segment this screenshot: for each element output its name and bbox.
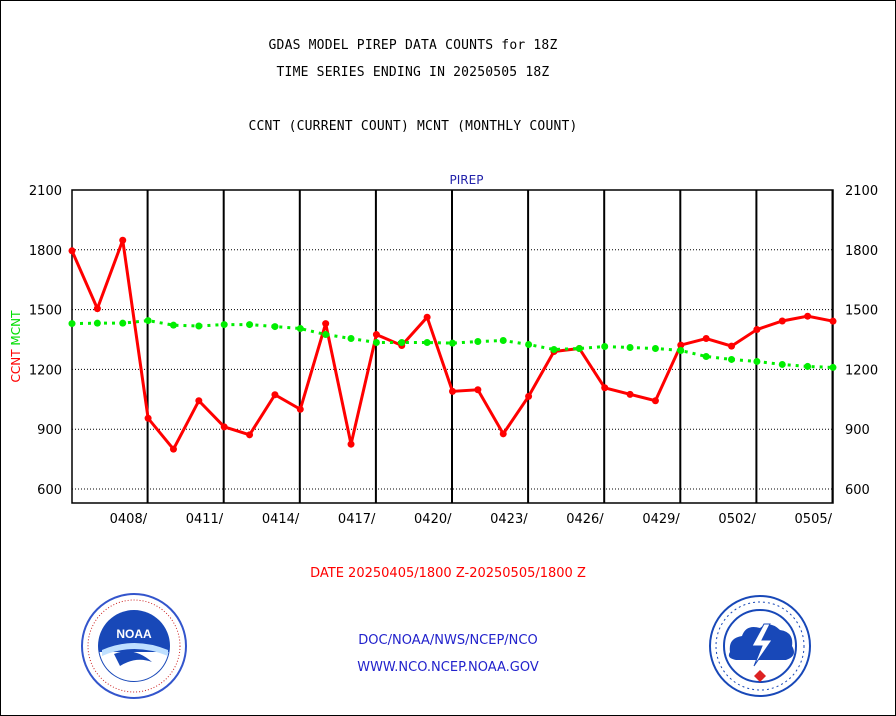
data-point-mcnt (246, 321, 254, 329)
chart-title-line-3: CCNT (CURRENT COUNT) MCNT (MONTHLY COUNT… (248, 119, 578, 134)
data-point-mcnt (144, 317, 152, 325)
data-point-ccnt (322, 320, 330, 328)
y-tick-label-left: 600 (37, 483, 62, 498)
org-path-label: DOC/NOAA/NWS/NCEP/NCO (358, 633, 538, 648)
y-tick-label-right: 1800 (845, 244, 878, 259)
data-point-ccnt (702, 335, 710, 343)
data-point-mcnt (499, 337, 507, 345)
data-point-mcnt (626, 343, 634, 351)
data-point-ccnt (728, 342, 736, 350)
x-tick-label: 0411/ (186, 512, 224, 527)
data-point-mcnt (804, 362, 812, 370)
y-tick-label-right: 2100 (845, 184, 878, 199)
data-point-ccnt (423, 313, 431, 321)
panel-title: PIREP (450, 173, 484, 187)
chart-title-line-2: TIME SERIES ENDING IN 20250505 18Z (276, 65, 550, 80)
x-tick-label: 0426/ (566, 512, 604, 527)
data-point-ccnt (829, 317, 837, 325)
data-point-ccnt (753, 326, 761, 334)
data-point-mcnt (220, 321, 228, 329)
website-link[interactable]: WWW.NCO.NCEP.NOAA.GOV (357, 660, 539, 675)
data-point-ccnt (651, 397, 659, 405)
x-tick-label: 0505/ (795, 512, 833, 527)
data-point-mcnt (322, 331, 330, 339)
data-point-ccnt (271, 391, 279, 399)
data-point-mcnt (677, 346, 685, 354)
chart-title-line-1: GDAS MODEL PIREP DATA COUNTS for 18Z (268, 38, 558, 53)
data-point-mcnt (93, 319, 101, 327)
data-point-mcnt (195, 322, 203, 330)
data-point-mcnt (449, 339, 456, 347)
noaa-logo-icon: NOAA (81, 593, 187, 699)
data-point-mcnt (525, 341, 533, 349)
data-point-mcnt (550, 345, 558, 353)
data-point-mcnt (423, 339, 431, 347)
data-point-ccnt (296, 405, 304, 413)
data-point-ccnt (449, 387, 456, 395)
y-tick-label-left: 1200 (29, 363, 62, 378)
data-point-mcnt (728, 355, 736, 363)
x-tick-label: 0420/ (414, 512, 452, 527)
data-point-ccnt (677, 341, 685, 349)
data-point-ccnt (601, 384, 609, 392)
x-tick-label: 0502/ (718, 512, 756, 527)
noaa-logo-text: NOAA (116, 627, 152, 641)
data-point-ccnt (119, 236, 127, 244)
data-point-mcnt (296, 325, 304, 333)
y-tick-label-right: 900 (845, 423, 870, 438)
y-tick-label-left: 900 (37, 423, 62, 438)
data-point-ccnt (347, 440, 355, 448)
y-tick-label-left: 1800 (29, 244, 62, 259)
y-axis-label-mcnt: MCNT (9, 310, 23, 350)
data-point-ccnt (525, 392, 533, 400)
x-tick-label: 0429/ (642, 512, 680, 527)
x-tick-label: 0414/ (262, 512, 300, 527)
y-tick-label-left: 2100 (29, 184, 62, 199)
data-point-ccnt (474, 386, 482, 394)
data-point-ccnt (499, 430, 507, 438)
data-point-ccnt (93, 305, 101, 313)
data-point-mcnt (169, 321, 177, 329)
y-axis-label-ccnt: CCNT (9, 349, 23, 383)
date-range-label: DATE 20250405/1800 Z-20250505/1800 Z (310, 566, 586, 581)
data-point-mcnt (651, 344, 659, 352)
y-axis-label: CCNT MCNT (9, 310, 23, 383)
data-point-mcnt (702, 352, 710, 360)
data-point-mcnt (398, 339, 406, 347)
data-point-mcnt (829, 363, 837, 371)
data-point-ccnt (778, 317, 786, 325)
x-tick-label: 0417/ (338, 512, 376, 527)
data-point-mcnt (271, 323, 279, 331)
data-point-mcnt (753, 357, 761, 365)
data-point-ccnt (246, 431, 254, 439)
plot-border (71, 189, 834, 504)
data-point-ccnt (626, 390, 634, 398)
data-point-mcnt (372, 339, 380, 347)
y-tick-label-right: 1200 (845, 363, 878, 378)
y-tick-label-right: 600 (845, 483, 870, 498)
data-point-ccnt (169, 445, 177, 453)
y-tick-label-right: 1500 (845, 304, 878, 319)
x-tick-label: 0408/ (110, 512, 148, 527)
data-point-ccnt (195, 397, 203, 405)
data-point-ccnt (68, 247, 76, 255)
data-point-ccnt (144, 414, 152, 422)
data-point-ccnt (804, 312, 812, 320)
data-point-mcnt (119, 319, 127, 327)
data-point-mcnt (778, 360, 786, 368)
y-tick-label-left: 1500 (29, 304, 62, 319)
data-point-mcnt (601, 343, 609, 350)
data-point-mcnt (68, 320, 76, 328)
data-point-mcnt (474, 338, 482, 346)
data-point-ccnt (372, 331, 380, 339)
x-tick-label: 0423/ (490, 512, 528, 527)
nws-logo-icon (709, 595, 811, 697)
data-point-mcnt (575, 344, 583, 352)
data-point-ccnt (220, 423, 228, 431)
data-point-mcnt (347, 335, 355, 343)
